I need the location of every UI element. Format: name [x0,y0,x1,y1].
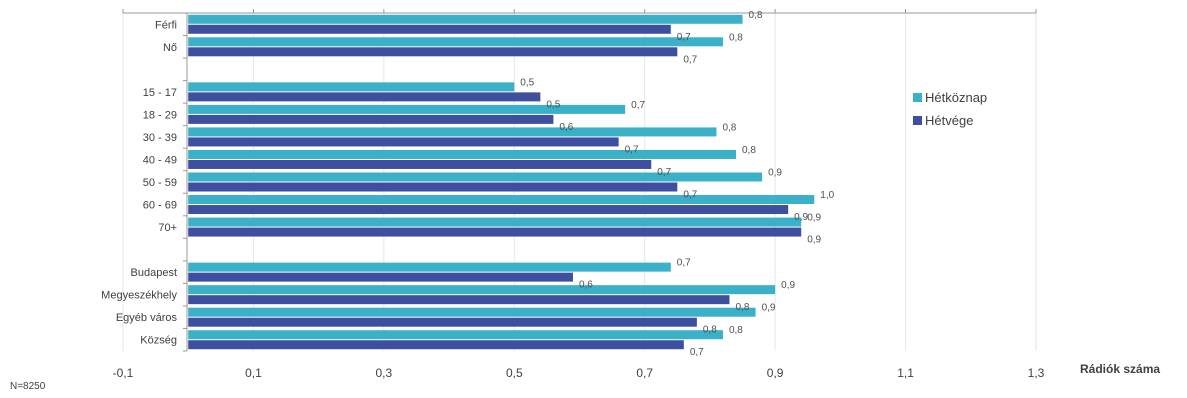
bar-hetkoznap [188,172,763,182]
category-label: 40 - 49 [143,154,177,166]
data-label: 0,6 [579,280,593,291]
labels: -0,1 0,1 0,3 0,5 0,7 0,9 1,1 1,3 Férfi 0,8 0,7 Nő 0,… [101,10,1044,380]
category-label: 18 - 29 [143,109,177,121]
legend-swatch [913,116,922,125]
bar-hetkoznap [188,330,723,340]
bar-hetvege [188,47,678,57]
bar-hetkoznap [188,262,671,272]
x-tick-label: -0,1 [113,366,134,380]
bar-hetkoznap [188,82,515,92]
data-label: 0,8 [742,145,756,156]
category-label: 70+ [158,222,177,234]
data-label: 0,7 [677,32,691,43]
legend-label: Hétköznap [925,90,987,105]
bar-hetvege [188,295,730,305]
bar-hetvege [188,272,573,282]
bar-hetkoznap [188,127,717,137]
data-label: 0,9 [794,212,808,223]
bar-hetvege [188,24,671,34]
category-label: 60 - 69 [143,200,177,212]
x-tick-label: 0,7 [636,366,653,380]
category-label: Egyéb város [116,312,178,324]
x-tick-label: 0,1 [245,366,262,380]
legend-swatch [913,93,922,102]
data-label: 0,9 [807,213,821,224]
data-label: 0,9 [768,168,782,179]
category-label: 50 - 59 [143,177,177,189]
data-label: 0,8 [749,10,763,21]
data-label: 0,6 [559,122,573,133]
category-label: Budapest [131,267,177,279]
data-label: 0,8 [729,32,743,43]
category-label: Község [140,335,177,347]
category-label: Férfi [155,19,177,31]
bar-hetkoznap [188,149,737,159]
data-label: 0,9 [781,280,795,291]
data-label: 0,5 [520,77,534,88]
data-label: 0,9 [762,303,776,314]
x-tick-label: 0,5 [506,366,523,380]
bar-hetvege [188,340,684,350]
data-label: 0,8 [729,325,743,336]
bar-hetkoznap [188,307,756,317]
x-tick-label: 0,9 [767,366,784,380]
legend: Hétköznap Hétvége [913,90,987,128]
data-label: 0,7 [683,54,697,65]
bar-hetvege [188,159,652,169]
bar-hetkoznap [188,37,723,47]
bars [188,14,815,350]
data-label: 1,0 [820,190,834,201]
x-axis-title: Rádiók száma [1080,362,1160,376]
sample-size-note: N=8250 [10,381,46,392]
bar-hetkoznap [188,14,743,24]
category-label: 15 - 17 [143,87,177,99]
bar-hetkoznap [188,195,815,205]
gridlines [122,13,1037,351]
x-tick-label: 0,3 [376,366,393,380]
data-label: 0,8 [735,302,749,313]
bar-hetvege [188,92,541,102]
bar-hetkoznap [188,104,626,114]
bar-hetvege [188,182,678,192]
bar-hetvege [188,114,554,124]
data-label: 0,7 [625,144,639,155]
bar-hetvege [188,227,802,237]
axes [122,9,1037,352]
data-label: 0,7 [657,167,671,178]
data-label: 0,8 [703,325,717,336]
category-label: 30 - 39 [143,132,177,144]
bar-hetvege [188,137,619,147]
data-label: 0,7 [677,258,691,269]
bar-hetvege [188,205,789,215]
data-label: 0,7 [631,100,645,111]
legend-label: Hétvége [925,113,973,128]
bar-hetkoznap [188,285,776,295]
data-label: 0,8 [722,122,736,133]
x-tick-label: 1,1 [897,366,914,380]
category-label: Nő [163,42,177,54]
data-label: 0,7 [690,347,704,358]
x-tick-label: 1,3 [1028,366,1045,380]
bar-hetvege [188,317,697,327]
category-label: Megyeszékhely [101,290,177,302]
data-label: 0,5 [546,99,560,110]
bar-hetkoznap [188,217,802,227]
data-label: 0,9 [807,235,821,246]
data-label: 0,7 [683,190,697,201]
